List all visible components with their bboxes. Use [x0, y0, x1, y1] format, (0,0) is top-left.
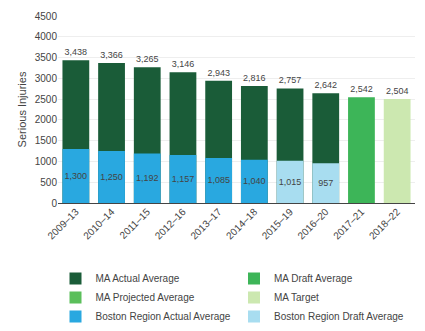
svg-text:3,438: 3,438: [65, 47, 88, 57]
svg-text:MA Actual Average: MA Actual Average: [96, 273, 180, 284]
svg-text:1,250: 1,250: [100, 172, 123, 182]
svg-text:3000: 3000: [35, 73, 58, 84]
svg-text:1000: 1000: [35, 156, 58, 167]
svg-text:2011–15: 2011–15: [117, 206, 152, 241]
svg-text:MA Target: MA Target: [274, 292, 319, 303]
svg-text:2010–14: 2010–14: [81, 206, 117, 242]
svg-text:4500: 4500: [35, 11, 58, 22]
svg-text:2500: 2500: [35, 94, 58, 105]
svg-text:1,040: 1,040: [243, 176, 266, 186]
svg-text:2009–13: 2009–13: [45, 206, 81, 242]
svg-text:2,642: 2,642: [314, 80, 337, 90]
svg-text:3,146: 3,146: [172, 59, 195, 69]
svg-text:2,504: 2,504: [386, 86, 409, 96]
svg-text:3,265: 3,265: [136, 54, 159, 64]
svg-text:MA Draft Average: MA Draft Average: [274, 273, 353, 284]
svg-text:4000: 4000: [35, 31, 58, 42]
svg-text:500: 500: [40, 177, 57, 188]
svg-text:2013–17: 2013–17: [188, 206, 224, 242]
svg-text:3,366: 3,366: [100, 50, 123, 60]
svg-text:0: 0: [51, 198, 57, 209]
svg-text:Boston Region Draft Average: Boston Region Draft Average: [274, 311, 404, 322]
svg-text:2,542: 2,542: [350, 84, 373, 94]
svg-text:2,757: 2,757: [279, 75, 302, 85]
svg-text:2018–22: 2018–22: [367, 206, 403, 242]
svg-text:2,816: 2,816: [243, 73, 266, 83]
svg-text:2015–19: 2015–19: [260, 206, 296, 242]
svg-text:1,015: 1,015: [279, 177, 302, 187]
svg-text:2012–16: 2012–16: [153, 206, 189, 242]
svg-text:1,300: 1,300: [65, 171, 88, 181]
svg-text:1,157: 1,157: [172, 174, 195, 184]
svg-text:2014–18: 2014–18: [224, 206, 260, 242]
svg-text:MA Projected Average: MA Projected Average: [96, 292, 195, 303]
svg-text:3500: 3500: [35, 52, 58, 63]
svg-text:2000: 2000: [35, 114, 58, 125]
svg-text:2,943: 2,943: [207, 68, 230, 78]
svg-text:1,192: 1,192: [136, 173, 159, 183]
svg-text:1500: 1500: [35, 135, 58, 146]
svg-text:957: 957: [318, 178, 333, 188]
svg-text:2016–20: 2016–20: [295, 206, 331, 242]
svg-text:2017–21: 2017–21: [331, 206, 367, 242]
svg-text:Serious Injuries: Serious Injuries: [16, 71, 28, 147]
svg-text:1,085: 1,085: [207, 175, 230, 185]
svg-text:Boston Region Actual Average: Boston Region Actual Average: [96, 311, 231, 322]
